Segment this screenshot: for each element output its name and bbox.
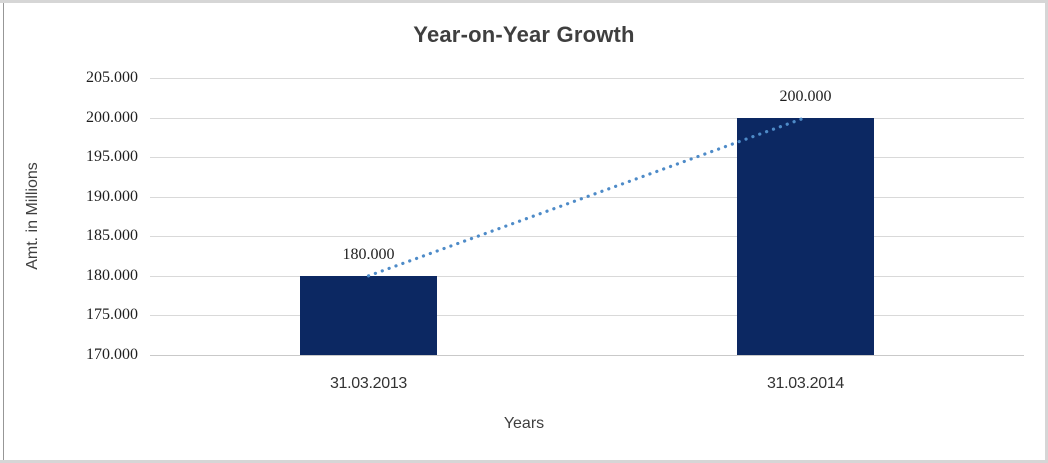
y-tick-label: 180.000 <box>86 266 138 284</box>
y-gridline <box>150 315 1024 317</box>
chart-border-bottom <box>0 460 1048 463</box>
y-tick-label: 195.000 <box>86 148 138 166</box>
chart-border-left <box>3 3 4 460</box>
chart-title: Year-on-Year Growth <box>413 22 635 47</box>
y-tick-label: 190.000 <box>86 187 138 205</box>
bar <box>300 275 437 355</box>
y-tick-label: 205.000 <box>86 69 138 86</box>
chart-border-right <box>1045 0 1048 463</box>
y-gridline <box>150 157 1024 159</box>
x-axis-line <box>150 355 1024 356</box>
chart-border-top <box>0 0 1048 3</box>
bar-value-label: 200.000 <box>779 87 832 105</box>
x-tick-label: 31.03.2014 <box>766 375 845 392</box>
bar <box>737 117 874 355</box>
y-gridline <box>150 117 1024 119</box>
x-axis-title: Years <box>503 415 545 432</box>
y-tick-label: 185.000 <box>86 227 138 245</box>
y-gridline <box>150 196 1024 198</box>
y-gridline <box>150 236 1024 238</box>
y-gridline <box>150 275 1024 277</box>
bar-value-label: 180.000 <box>342 245 395 263</box>
y-tick-label: 175.000 <box>86 306 138 324</box>
y-gridline <box>150 78 1024 79</box>
y-axis-title-text: Amt. in Millions <box>24 162 41 270</box>
x-tick-label: 31.03.2013 <box>329 375 408 392</box>
y-tick-label: 200.000 <box>86 108 138 126</box>
y-tick-label: 170.000 <box>86 346 138 363</box>
